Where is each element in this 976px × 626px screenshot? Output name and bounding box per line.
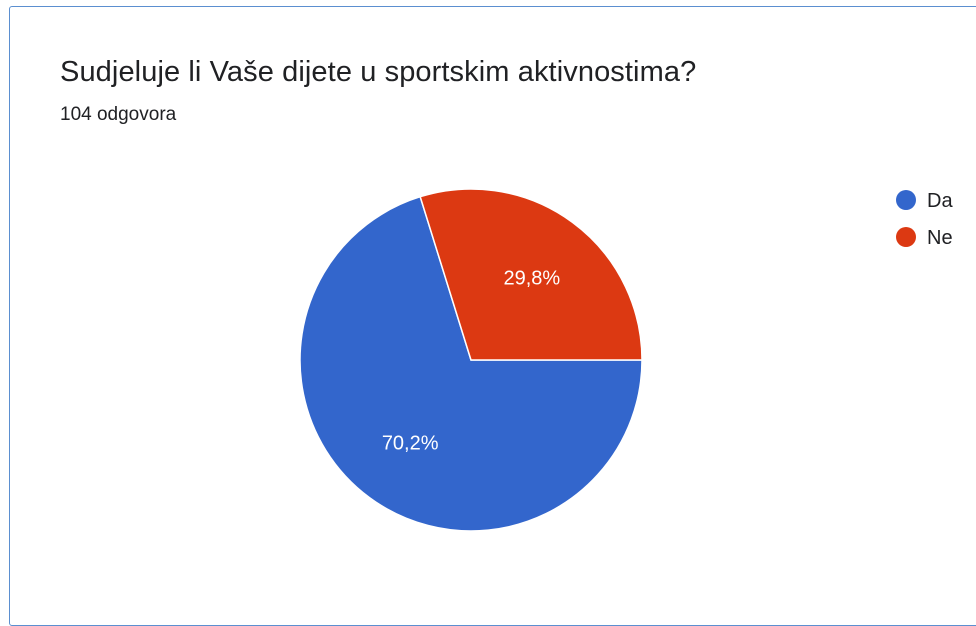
slice-label-ne: 29,8% <box>503 267 560 289</box>
slice-labels: 70,2% 29,8% <box>382 267 561 454</box>
legend-swatch-da <box>896 190 916 210</box>
pie-slices <box>299 188 643 532</box>
legend-label-ne: Ne <box>927 227 953 249</box>
pie-slice-da <box>299 195 643 532</box>
legend-label-da: Da <box>927 190 953 212</box>
legend-swatch-ne <box>896 227 916 247</box>
chart-title: Sudjeluje li Vaše dijete u sportskim akt… <box>60 56 697 88</box>
pie-chart: 70,2% 29,8% Da Ne <box>299 188 953 532</box>
pie-slice-ne <box>419 188 643 361</box>
slice-label-da: 70,2% <box>382 433 439 455</box>
chart-legend: Da Ne <box>896 190 953 249</box>
response-count: 104 odgovora <box>60 104 177 125</box>
